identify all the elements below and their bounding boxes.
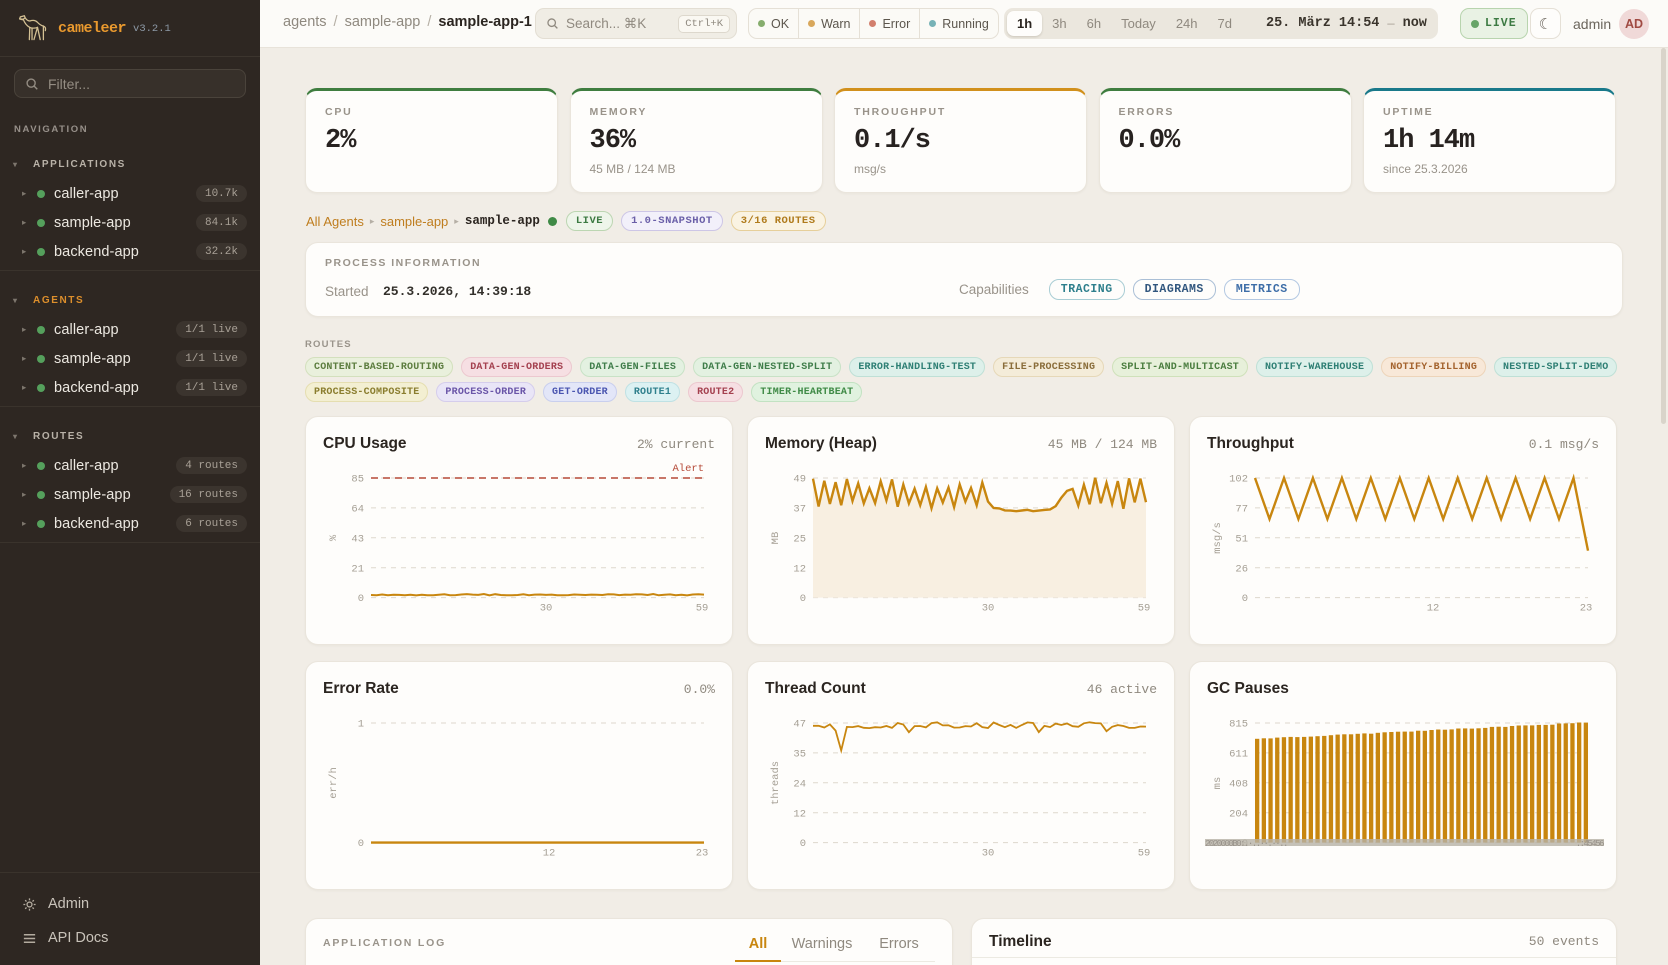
svg-text:ms: ms bbox=[1212, 777, 1224, 790]
svg-text:1: 1 bbox=[358, 719, 364, 731]
svg-text:59: 59 bbox=[1138, 848, 1151, 860]
svg-text:49: 49 bbox=[793, 474, 806, 486]
svg-text:611: 611 bbox=[1229, 749, 1248, 761]
svg-text:23: 23 bbox=[696, 848, 709, 860]
svg-text:12: 12 bbox=[793, 808, 806, 820]
svg-text:85: 85 bbox=[351, 474, 364, 486]
svg-text:26: 26 bbox=[1235, 563, 1248, 575]
svg-text:MB: MB bbox=[770, 532, 782, 545]
svg-text:err/h: err/h bbox=[328, 767, 340, 799]
svg-text:25: 25 bbox=[793, 533, 806, 545]
svg-text:59: 59 bbox=[696, 603, 709, 615]
svg-text:35: 35 bbox=[793, 749, 806, 761]
svg-text:Alert: Alert bbox=[672, 463, 704, 475]
svg-text:12: 12 bbox=[793, 563, 806, 575]
svg-text:37: 37 bbox=[793, 504, 806, 516]
svg-text:51: 51 bbox=[1235, 533, 1248, 545]
svg-text:.:45456: .:45456 bbox=[1576, 839, 1604, 849]
svg-text:204: 204 bbox=[1229, 808, 1248, 820]
svg-text:30: 30 bbox=[540, 603, 553, 615]
svg-text:%: % bbox=[328, 534, 340, 541]
svg-text:815: 815 bbox=[1229, 719, 1248, 731]
svg-text:0: 0 bbox=[800, 838, 806, 850]
svg-text:64: 64 bbox=[351, 504, 364, 516]
svg-text:12: 12 bbox=[543, 848, 556, 860]
svg-text:2020000B0:.·..··.··..: 2020000B0:.·..··.··.. bbox=[1205, 839, 1287, 849]
svg-text:47: 47 bbox=[793, 719, 806, 731]
svg-text:msg/s: msg/s bbox=[1212, 522, 1224, 554]
svg-text:23: 23 bbox=[1580, 603, 1593, 615]
svg-text:30: 30 bbox=[982, 603, 995, 615]
svg-text:77: 77 bbox=[1235, 504, 1248, 516]
svg-text:24: 24 bbox=[793, 778, 806, 790]
svg-text:0: 0 bbox=[800, 593, 806, 605]
svg-text:0: 0 bbox=[358, 593, 364, 605]
svg-text:59: 59 bbox=[1138, 603, 1151, 615]
svg-text:0: 0 bbox=[1242, 593, 1248, 605]
svg-text:12: 12 bbox=[1427, 603, 1440, 615]
svg-text:0: 0 bbox=[358, 838, 364, 850]
svg-text:43: 43 bbox=[351, 533, 364, 545]
svg-text:102: 102 bbox=[1229, 474, 1248, 486]
svg-text:21: 21 bbox=[351, 563, 364, 575]
svg-text:threads: threads bbox=[770, 761, 782, 805]
svg-text:30: 30 bbox=[982, 848, 995, 860]
svg-text:408: 408 bbox=[1229, 778, 1248, 790]
